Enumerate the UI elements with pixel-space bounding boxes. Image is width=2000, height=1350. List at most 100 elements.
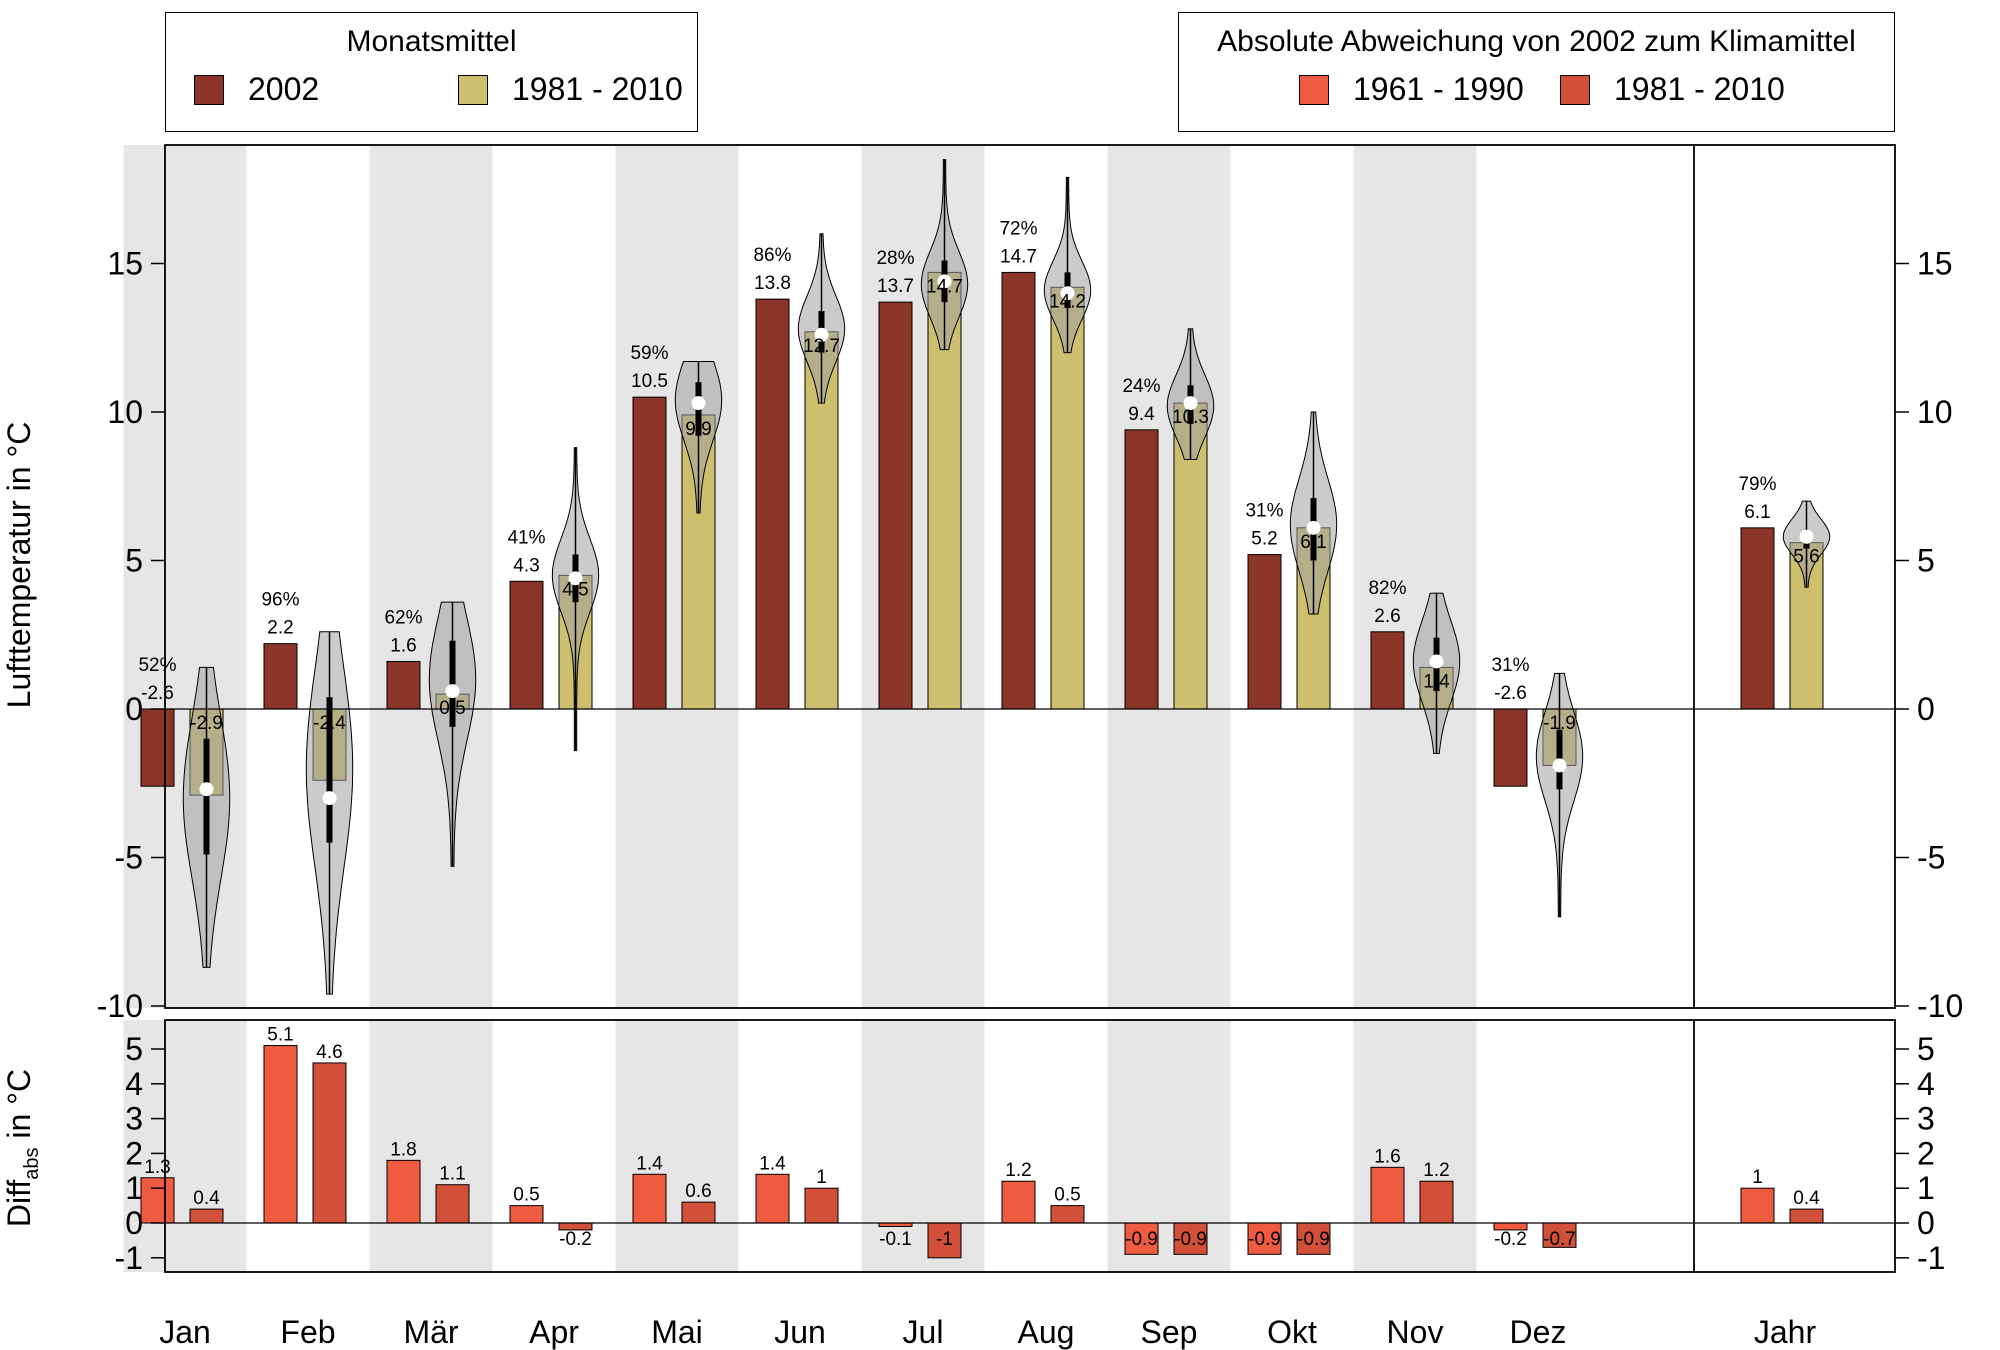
legend-swatch-1981-2010 bbox=[458, 74, 488, 105]
month-band-diff bbox=[123, 1020, 247, 1272]
month-band-diff bbox=[369, 1020, 493, 1272]
y-tick-label-diff-right: 1 bbox=[1917, 1170, 1935, 1206]
diff-label-1981-2010: -0.2 bbox=[559, 1229, 592, 1250]
month-band-diff bbox=[1353, 1020, 1477, 1272]
legend-swatch-2002 bbox=[194, 74, 224, 105]
value-label-1981-2010: -2.9 bbox=[190, 713, 223, 734]
value-label-1981-2010: 14.7 bbox=[926, 276, 963, 297]
value-label-1981-2010: 1.4 bbox=[1423, 671, 1450, 692]
x-tick-label: Dez bbox=[1510, 1314, 1567, 1350]
diff-label-1981-2010: 0.5 bbox=[1054, 1185, 1080, 1206]
legend-title: Absolute Abweichung von 2002 zum Klimami… bbox=[1217, 25, 1856, 58]
legend-abweichung: Absolute Abweichung von 2002 zum Klimami… bbox=[1178, 12, 1895, 132]
legend-label: 1961 - 1990 bbox=[1353, 71, 1524, 107]
month-band-main bbox=[369, 145, 493, 1008]
value-label-1981-2010: 12.7 bbox=[803, 336, 840, 357]
violin-median bbox=[691, 396, 706, 411]
diff-label-1961-1990: 5.1 bbox=[267, 1025, 293, 1046]
x-tick-label: Mär bbox=[403, 1314, 458, 1350]
bar-2002 bbox=[1740, 527, 1775, 710]
percentile-label: 59% bbox=[630, 343, 668, 364]
bar-2002 bbox=[509, 580, 544, 710]
legend-item-2002: 2002 bbox=[194, 71, 319, 108]
value-label-1981-2010: 5.6 bbox=[1793, 547, 1819, 568]
value-label-2002: 2.6 bbox=[1374, 606, 1400, 627]
diff-label-1961-1990: 1 bbox=[1752, 1167, 1763, 1188]
x-tick-label: Sep bbox=[1141, 1314, 1198, 1350]
y-tick-label-main-left: 15 bbox=[107, 246, 143, 282]
y-tick-label-diff-left: 5 bbox=[125, 1031, 143, 1067]
x-tick-label: Apr bbox=[529, 1314, 579, 1350]
y-axis-label-diff-main: Diff bbox=[1, 1180, 37, 1228]
legend-swatch-1961-1990 bbox=[1299, 74, 1329, 105]
x-tick-label: Mai bbox=[651, 1314, 703, 1350]
diff-bar-1981-2010 bbox=[1419, 1180, 1454, 1224]
plot-frame-main bbox=[164, 144, 1896, 1009]
legend-title: Monatsmittel bbox=[346, 25, 517, 58]
diff-label-1981-2010: -0.9 bbox=[1297, 1229, 1330, 1250]
legend-swatch-diff-1981-2010 bbox=[1560, 74, 1590, 105]
diff-label-1981-2010: -1 bbox=[936, 1229, 953, 1250]
month-band-diff bbox=[615, 1020, 739, 1272]
diff-label-1961-1990: -0.9 bbox=[1248, 1229, 1281, 1250]
y-tick-label-diff-left: -1 bbox=[115, 1240, 143, 1276]
y-tick-label-main-left: 5 bbox=[125, 543, 143, 579]
y-tick-label-diff-right: 2 bbox=[1917, 1135, 1935, 1171]
percentile-label: 79% bbox=[1738, 474, 1776, 495]
percentile-label: 31% bbox=[1245, 501, 1283, 522]
y-tick-label-main-right: 5 bbox=[1917, 543, 1935, 579]
percentile-label: 31% bbox=[1491, 655, 1529, 676]
diff-bar-1981-2010 bbox=[312, 1062, 347, 1224]
y-axis-label-diff-sub: abs bbox=[21, 1147, 43, 1179]
y-tick-label-main-left: -5 bbox=[115, 840, 143, 876]
value-label-2002: 10.5 bbox=[631, 371, 668, 392]
y-tick-label-main-left: 10 bbox=[107, 394, 143, 430]
bar-2002 bbox=[1247, 554, 1282, 710]
diff-label-1981-2010: 1.2 bbox=[1423, 1160, 1449, 1181]
diff-label-1961-1990: -0.1 bbox=[879, 1229, 912, 1250]
violin-median bbox=[199, 782, 214, 797]
value-label-1981-2010: 4.5 bbox=[562, 579, 588, 600]
percentile-label: 96% bbox=[261, 590, 299, 611]
violin-median bbox=[1799, 529, 1814, 544]
y-tick-label-main-left: 0 bbox=[125, 691, 143, 727]
bar-2002 bbox=[878, 301, 913, 710]
y-tick-label-diff-right: 0 bbox=[1917, 1205, 1935, 1241]
diff-bar-1961-1990 bbox=[386, 1159, 421, 1224]
diff-label-1981-2010: -0.9 bbox=[1174, 1229, 1207, 1250]
y-tick-label-main-right: 0 bbox=[1917, 691, 1935, 727]
diff-label-1961-1990: 1.3 bbox=[144, 1157, 170, 1178]
bar-2002 bbox=[386, 660, 421, 710]
diff-bar-1961-1990 bbox=[1370, 1166, 1405, 1224]
y-tick-label-main-right: -5 bbox=[1917, 840, 1945, 876]
x-tick-label: Nov bbox=[1387, 1314, 1444, 1350]
y-tick-label-diff-left: 2 bbox=[125, 1135, 143, 1171]
violin-median bbox=[1060, 286, 1075, 301]
diff-bar-1961-1990 bbox=[1740, 1187, 1775, 1224]
diff-label-1981-2010: 0.4 bbox=[193, 1188, 220, 1209]
diff-label-1981-2010: 0.6 bbox=[685, 1181, 711, 1202]
y-axis-label-diff-unit: in °C bbox=[1, 1069, 37, 1148]
diff-bar-1981-2010 bbox=[189, 1208, 224, 1224]
legend-label: 2002 bbox=[248, 71, 320, 107]
violin-median bbox=[1429, 654, 1444, 669]
percentile-label: 86% bbox=[753, 245, 791, 266]
legend-item-1961-1990: 1961 - 1990 bbox=[1299, 71, 1524, 108]
diff-bar-1961-1990 bbox=[1001, 1180, 1036, 1224]
y-tick-label-diff-right: 4 bbox=[1917, 1066, 1935, 1102]
month-band-main bbox=[123, 145, 247, 1008]
y-tick-label-main-right: 15 bbox=[1917, 246, 1953, 282]
value-label-1981-2010: -1.9 bbox=[1543, 713, 1576, 734]
x-tick-label: Jahr bbox=[1754, 1314, 1817, 1350]
legend-monatsmittel: Monatsmittel 2002 1981 - 2010 bbox=[165, 12, 698, 132]
diff-bar-1981-2010 bbox=[1296, 1222, 1331, 1255]
x-tick-label: Jun bbox=[774, 1314, 826, 1350]
month-band-main bbox=[1353, 145, 1477, 1008]
diff-bar-1981-2010 bbox=[435, 1184, 470, 1224]
violin-median bbox=[568, 571, 583, 586]
violin-median bbox=[814, 327, 829, 342]
value-label-1981-2010: 14.2 bbox=[1049, 291, 1086, 312]
percentile-label: 24% bbox=[1122, 376, 1160, 397]
y-tick-label-diff-right: -1 bbox=[1917, 1240, 1945, 1276]
